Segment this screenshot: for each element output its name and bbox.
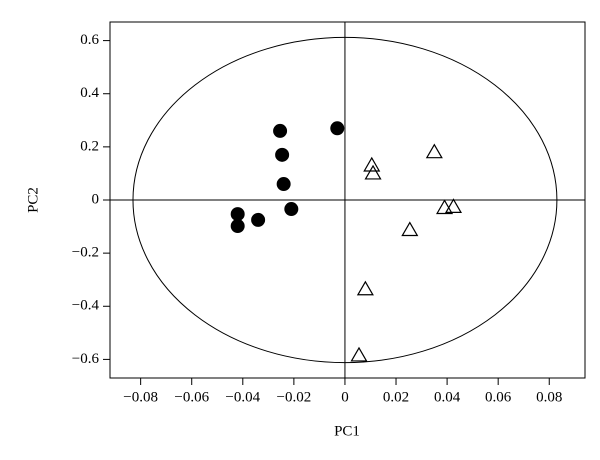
x-tick-label: −0.02 — [277, 389, 312, 405]
y-tick-label: 0.6 — [80, 32, 99, 48]
point — [350, 346, 368, 362]
x-tick-label: −0.08 — [123, 389, 158, 405]
point — [436, 199, 454, 215]
point — [276, 177, 291, 192]
point — [275, 147, 290, 162]
point — [363, 156, 381, 172]
point — [425, 143, 443, 159]
point — [284, 202, 299, 217]
y-tick-label: −0.4 — [72, 298, 100, 314]
x-tick-label: 0.04 — [434, 389, 461, 405]
point — [251, 212, 266, 227]
point — [273, 123, 288, 138]
point — [401, 221, 419, 237]
point — [330, 121, 345, 136]
x-tick-label: 0.06 — [485, 389, 512, 405]
x-tick-label: 0 — [341, 389, 349, 405]
point — [444, 198, 463, 214]
y-tick-label: −0.2 — [72, 245, 99, 261]
y-tick-label: 0.4 — [80, 85, 99, 101]
y-axis-label: PC2 — [25, 187, 41, 213]
point — [364, 164, 382, 180]
x-tick-label: −0.04 — [225, 389, 260, 405]
point — [230, 207, 245, 222]
point — [356, 280, 374, 296]
x-tick-label: 0.02 — [383, 389, 409, 405]
confidence-ellipse — [132, 36, 558, 364]
x-tick-label: 0.08 — [536, 389, 562, 405]
x-tick-label: −0.06 — [174, 389, 209, 405]
y-tick-label: −0.6 — [72, 351, 100, 367]
y-tick-label: 0.2 — [80, 138, 99, 154]
y-tick-label: 0 — [92, 191, 100, 207]
x-axis-label: PC1 — [334, 423, 360, 439]
point — [230, 219, 245, 234]
